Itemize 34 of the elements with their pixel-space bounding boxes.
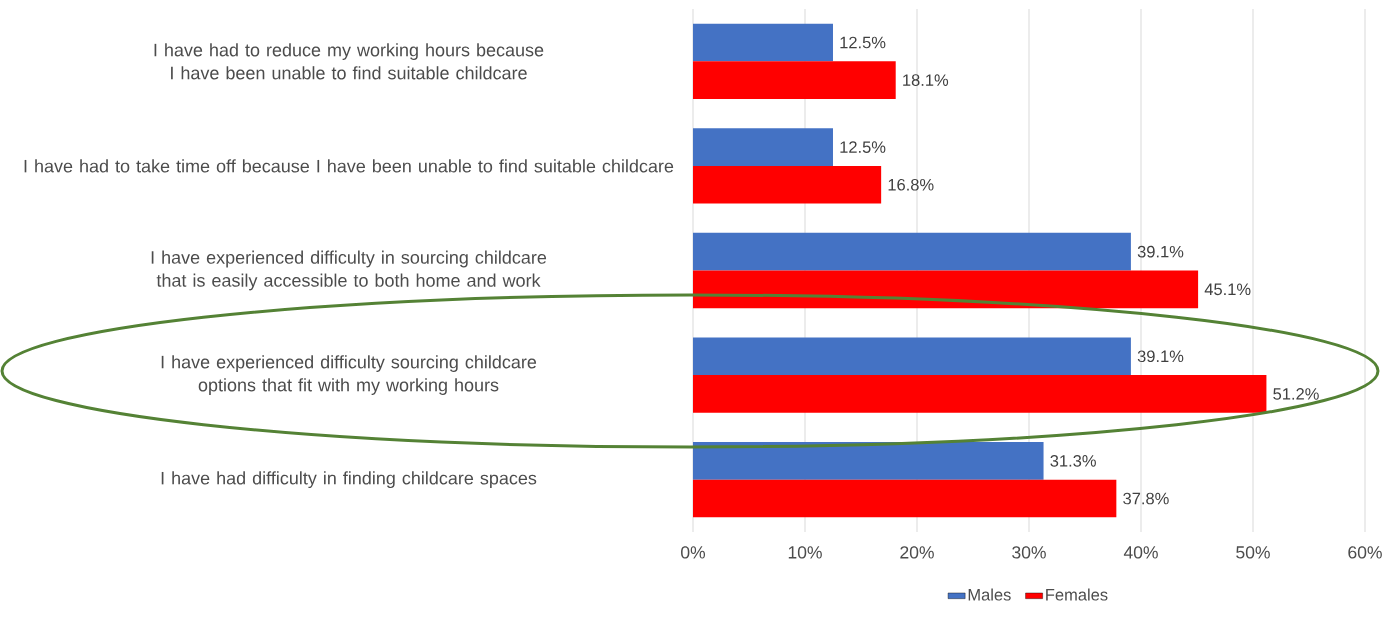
- y-tick-label: I have experienced difficulty sourcing childcare options that fit with my working hours: [161, 355, 537, 395]
- x-tick-label: 20%: [900, 546, 934, 559]
- x-tick-label: 10%: [788, 546, 822, 559]
- y-tick-label: I have had to take time off because I have been unable to find suitable childcare: [24, 159, 674, 173]
- data-label: 18.1%: [903, 74, 949, 86]
- bar: [692, 442, 1044, 480]
- x-tick-label: 50%: [1236, 546, 1270, 559]
- data-label: 37.8%: [1123, 492, 1169, 505]
- legend-label: Males: [968, 588, 1011, 601]
- x-tick-label: 0%: [681, 546, 706, 559]
- bar: [692, 375, 1267, 413]
- bar: [692, 61, 896, 99]
- data-label: 39.1%: [1137, 350, 1184, 363]
- bar: [692, 270, 1199, 309]
- bar: [692, 23, 833, 62]
- data-label: 31.3%: [1050, 455, 1096, 467]
- x-tick-label: 40%: [1123, 546, 1158, 559]
- bar: [692, 479, 1117, 518]
- bar: [692, 165, 882, 204]
- bar: [692, 128, 833, 166]
- legend-label: Females: [1046, 588, 1108, 601]
- data-label: 12.5%: [840, 36, 886, 49]
- bar: [692, 232, 1131, 271]
- data-label: 16.8%: [888, 178, 934, 191]
- bar: [692, 337, 1131, 376]
- data-label: 12.5%: [840, 141, 886, 153]
- y-tick-label: I have had difficulty in finding childcare spaces: [161, 471, 537, 489]
- x-tick-label: 30%: [1012, 546, 1046, 559]
- data-label: 39.1%: [1137, 245, 1184, 258]
- y-tick-label: I have had to reduce my working hours because I have been unable to find suitable childcare: [154, 43, 544, 80]
- x-tick-label: 60%: [1348, 546, 1382, 559]
- y-tick-label: I have experienced difficulty in sourcing childcare that is easily accessible to both home and work: [151, 250, 547, 291]
- data-label: 45.1%: [1204, 283, 1251, 296]
- data-label: 51.2%: [1273, 388, 1319, 400]
